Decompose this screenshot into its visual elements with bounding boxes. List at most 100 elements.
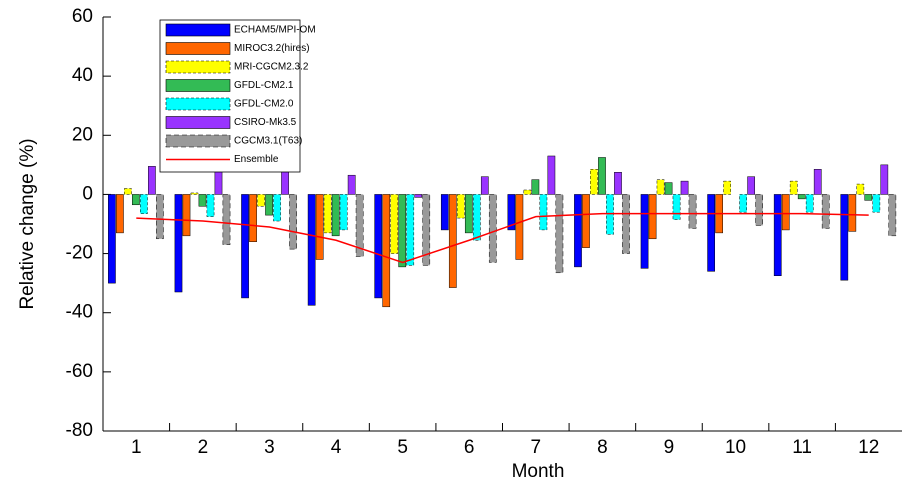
bar xyxy=(880,164,889,195)
bar xyxy=(723,180,731,195)
bar xyxy=(132,194,140,206)
legend-swatch xyxy=(165,97,231,111)
bar xyxy=(590,169,598,195)
bar xyxy=(414,194,423,198)
legend-label: MRI-CGCM2.3.2 xyxy=(234,62,309,73)
bar xyxy=(547,155,556,195)
legend-label: CSIRO-Mk3.5 xyxy=(234,117,297,128)
bar xyxy=(656,179,665,195)
y-tick-label: -80 xyxy=(66,420,93,441)
bar xyxy=(872,194,881,213)
legend-swatch xyxy=(165,79,231,92)
legend-swatch xyxy=(165,116,231,129)
bar xyxy=(206,194,215,217)
bar xyxy=(488,194,497,263)
y-tick-label: 20 xyxy=(72,124,93,145)
y-axis-label: Relative change (%) xyxy=(17,138,38,309)
bar xyxy=(472,194,481,241)
bar xyxy=(680,180,689,195)
bar xyxy=(156,194,164,240)
bar xyxy=(273,194,281,222)
bar xyxy=(355,194,364,257)
legend-swatch xyxy=(165,134,231,148)
bar xyxy=(555,194,564,274)
bar xyxy=(241,194,249,299)
bar xyxy=(598,157,606,195)
bar xyxy=(672,194,681,220)
bar xyxy=(174,194,183,293)
bar xyxy=(614,172,622,195)
x-tick-label: 10 xyxy=(725,437,746,458)
bar xyxy=(640,194,649,269)
bar xyxy=(116,194,124,234)
bar xyxy=(140,194,148,214)
y-tick-label: 0 xyxy=(82,183,93,204)
x-tick-label: 11 xyxy=(792,437,812,458)
y-tick-label: -60 xyxy=(66,361,93,382)
bar xyxy=(840,194,849,281)
bar xyxy=(664,182,673,195)
bar xyxy=(574,194,582,268)
x-axis-label: Month xyxy=(512,461,565,482)
bar xyxy=(440,194,449,231)
bar xyxy=(124,188,132,195)
legend-swatch xyxy=(165,60,231,74)
bar xyxy=(773,194,782,276)
bar xyxy=(190,192,199,195)
x-tick-label: 2 xyxy=(198,437,209,458)
legend-label: Ensemble xyxy=(234,154,279,165)
x-tick-label: 1 xyxy=(131,437,142,458)
bar xyxy=(249,194,257,242)
bar xyxy=(265,194,273,216)
bar xyxy=(323,194,332,234)
bar xyxy=(464,194,473,234)
bar xyxy=(805,194,814,213)
y-tick-label: -40 xyxy=(66,302,93,323)
bar xyxy=(539,194,548,231)
ensemble-line xyxy=(136,212,869,264)
bar xyxy=(390,194,399,254)
bar xyxy=(448,194,457,288)
bar xyxy=(422,194,431,266)
bar xyxy=(507,194,516,231)
bar xyxy=(739,194,747,213)
legend-label: GFDL-CM2.1 xyxy=(234,80,294,91)
legend-label: GFDL-CM2.0 xyxy=(234,99,294,110)
x-tick-label: 5 xyxy=(397,437,408,458)
x-tick-label: 3 xyxy=(264,437,275,458)
bar xyxy=(382,194,391,308)
bar xyxy=(797,194,806,200)
y-tick-label: -20 xyxy=(66,243,93,264)
bar xyxy=(257,194,265,207)
bar xyxy=(888,194,897,237)
bar xyxy=(531,179,540,195)
y-tick-label: 60 xyxy=(72,6,93,27)
bar xyxy=(755,194,763,226)
bar xyxy=(374,194,383,299)
y-tick-label: 40 xyxy=(72,65,93,86)
legend-swatch xyxy=(165,23,231,37)
bar xyxy=(456,194,465,219)
bar xyxy=(848,194,857,232)
bar xyxy=(108,194,116,284)
bar xyxy=(331,194,340,237)
bar xyxy=(648,194,657,240)
bar xyxy=(347,174,356,195)
bar xyxy=(821,194,830,229)
bar xyxy=(406,194,415,266)
bar xyxy=(222,194,231,245)
bar xyxy=(398,194,407,268)
bar xyxy=(707,194,715,272)
bar xyxy=(480,176,489,195)
x-tick-label: 9 xyxy=(664,437,675,458)
bar xyxy=(813,169,822,195)
bar xyxy=(864,194,873,201)
bar xyxy=(856,183,865,195)
bar xyxy=(307,194,316,306)
x-tick-label: 7 xyxy=(531,437,542,458)
x-tick-label: 12 xyxy=(858,437,879,458)
x-tick-label: 6 xyxy=(464,437,475,458)
bar xyxy=(515,194,524,260)
bar xyxy=(315,194,324,260)
